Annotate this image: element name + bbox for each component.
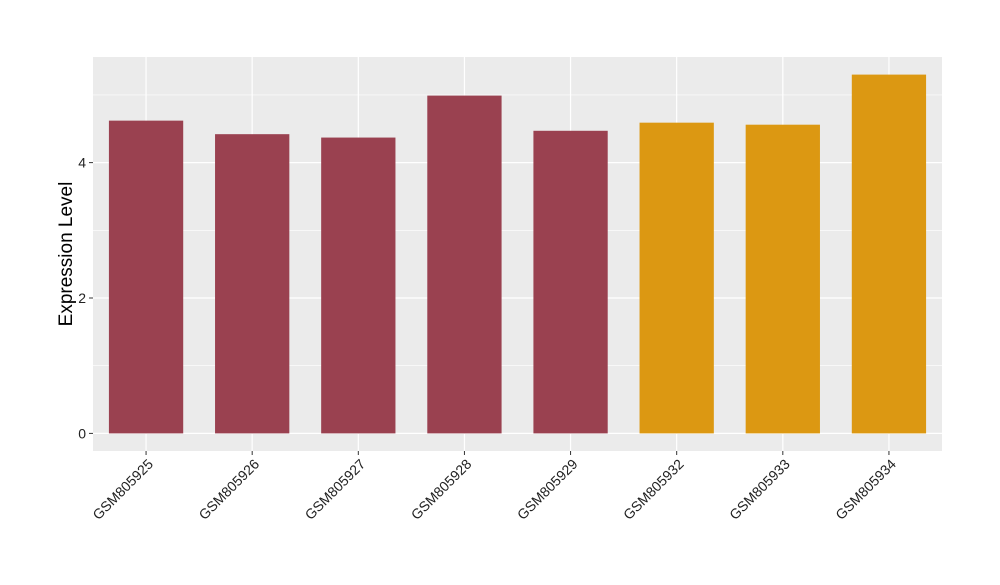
bar	[639, 122, 714, 434]
y-tick-label: 2	[78, 290, 86, 306]
bar	[108, 120, 184, 434]
bar	[745, 124, 820, 434]
y-tick-label: 0	[78, 425, 86, 441]
x-tick-label: GSM805925	[89, 456, 156, 523]
x-tick-label: GSM805927	[302, 456, 369, 523]
x-tick-label: GSM805932	[620, 456, 687, 523]
x-tick-label: GSM805926	[195, 456, 262, 523]
x-tick-label: GSM805933	[726, 456, 793, 523]
y-axis-label: Expression Level	[56, 182, 77, 327]
x-tick-label: GSM805934	[832, 456, 899, 523]
bar	[215, 134, 290, 434]
bar	[321, 137, 396, 434]
bar	[533, 130, 608, 434]
x-tick-label: GSM805929	[514, 456, 581, 523]
bar	[427, 95, 502, 434]
y-tick-label: 4	[78, 155, 86, 171]
x-tick-label: GSM805928	[408, 456, 475, 523]
bar	[851, 74, 927, 434]
